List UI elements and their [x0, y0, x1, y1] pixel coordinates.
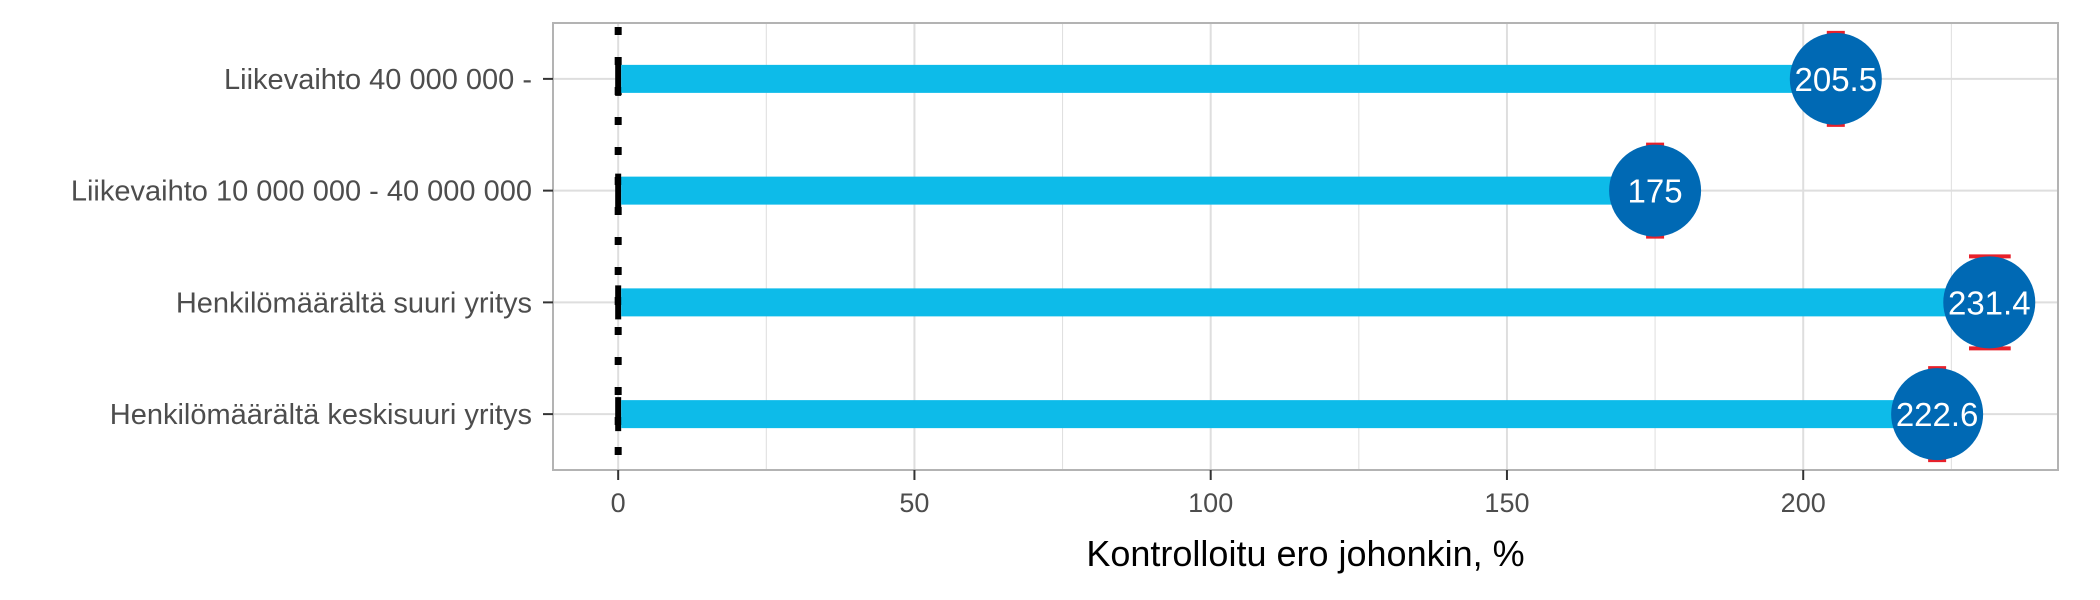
data-labels: 205.5 175 231.4 222.6 [1628, 61, 2031, 433]
data-label: 222.6 [1896, 396, 1979, 433]
category-label: Henkilömäärältä suuri yritys [176, 287, 532, 319]
x-tick-label: 200 [1781, 488, 1826, 518]
category-label: Henkilömäärältä keskisuuri yritys [110, 399, 532, 431]
data-label: 231.4 [1948, 284, 2031, 321]
bar [621, 288, 1990, 317]
marker-point [1891, 368, 1984, 461]
bar-base-cap [615, 285, 622, 320]
bar [621, 64, 1836, 93]
y-axis-ticks: Liikevaihto 40 000 000 - Liikevaihto 10 0… [71, 64, 553, 431]
marker-point [1789, 32, 1882, 125]
x-tick-label: 0 [611, 488, 626, 518]
bar [621, 176, 1656, 205]
data-label: 175 [1628, 173, 1683, 210]
bar-base-cap [615, 173, 622, 208]
bar [621, 400, 1938, 429]
panel-border [552, 22, 2059, 471]
marker-point [1609, 144, 1702, 237]
bar-base-cap [615, 61, 622, 96]
marker-point [1943, 256, 2036, 349]
x-axis-title: Kontrolloitu ero johonkin, % [1086, 533, 1524, 574]
category-label: Liikevaihto 10 000 000 - 40 000 000 [71, 176, 532, 208]
data-label: 205.5 [1795, 61, 1878, 98]
markers [1609, 32, 2036, 461]
x-tick-label: 150 [1484, 488, 1529, 518]
category-label: Liikevaihto 40 000 000 - [224, 64, 532, 96]
x-axis-ticks: 0 50 100 150 200 [611, 470, 1826, 518]
bars [615, 61, 1990, 432]
x-tick-label: 100 [1188, 488, 1233, 518]
bar-base-cap [615, 397, 622, 432]
x-tick-label: 50 [899, 488, 929, 518]
